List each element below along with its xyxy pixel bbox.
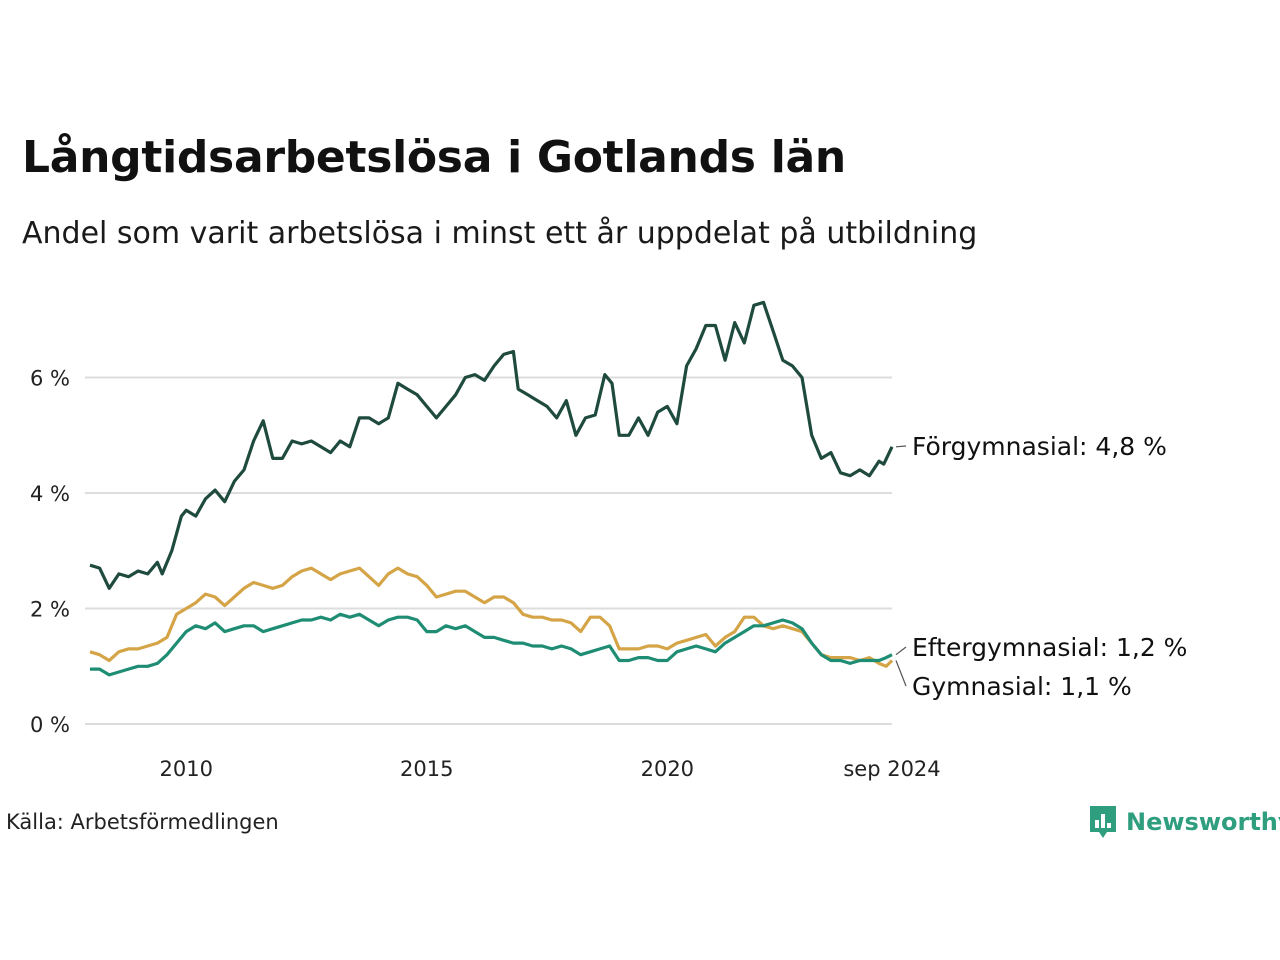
y-tick-label: 0 % — [30, 713, 70, 737]
series-line-eftergymnasial — [90, 612, 893, 677]
source-note: Källa: Arbetsförmedlingen — [6, 810, 279, 834]
y-axis-tick-labels: 0 % 2 % 4 % 6 % — [30, 367, 70, 738]
series-lines — [89, 300, 894, 677]
bar-chart-badge-icon — [1090, 806, 1116, 838]
x-tick-label: 2010 — [159, 757, 212, 781]
label-leader-line — [895, 445, 907, 448]
x-tick-label: 2020 — [641, 757, 694, 781]
chart-title: Långtidsarbetslösa i Gotlands län — [22, 132, 846, 183]
label-leader-line — [895, 660, 907, 687]
x-tick-label: 2015 — [400, 757, 453, 781]
series-line-gymnasial — [89, 566, 894, 668]
chart-subtitle: Andel som varit arbetslösa i minst ett å… — [22, 216, 978, 251]
series-end-label: Gymnasial: 1,1 % — [912, 672, 1132, 701]
y-tick-label: 2 % — [30, 598, 70, 622]
series-end-label: Eftergymnasial: 1,2 % — [912, 633, 1187, 662]
label-leader-line — [895, 646, 907, 656]
series-end-label: Förgymnasial: 4,8 % — [912, 432, 1167, 461]
series-end-labels: Förgymnasial: 4,8 % Gymnasial: 1,1 % Efter… — [895, 432, 1187, 701]
y-tick-label: 6 % — [30, 367, 70, 391]
x-axis-tick-labels: 2010 2015 2020 sep 2024 — [159, 757, 940, 781]
grid-lines — [85, 376, 892, 725]
brand-logo[interactable]: Newsworthy — [1088, 804, 1280, 840]
series-line-förgymnasial — [89, 300, 894, 590]
x-tick-label: sep 2024 — [843, 757, 940, 781]
brand-name: Newsworthy — [1126, 808, 1280, 836]
y-tick-label: 4 % — [30, 482, 70, 506]
